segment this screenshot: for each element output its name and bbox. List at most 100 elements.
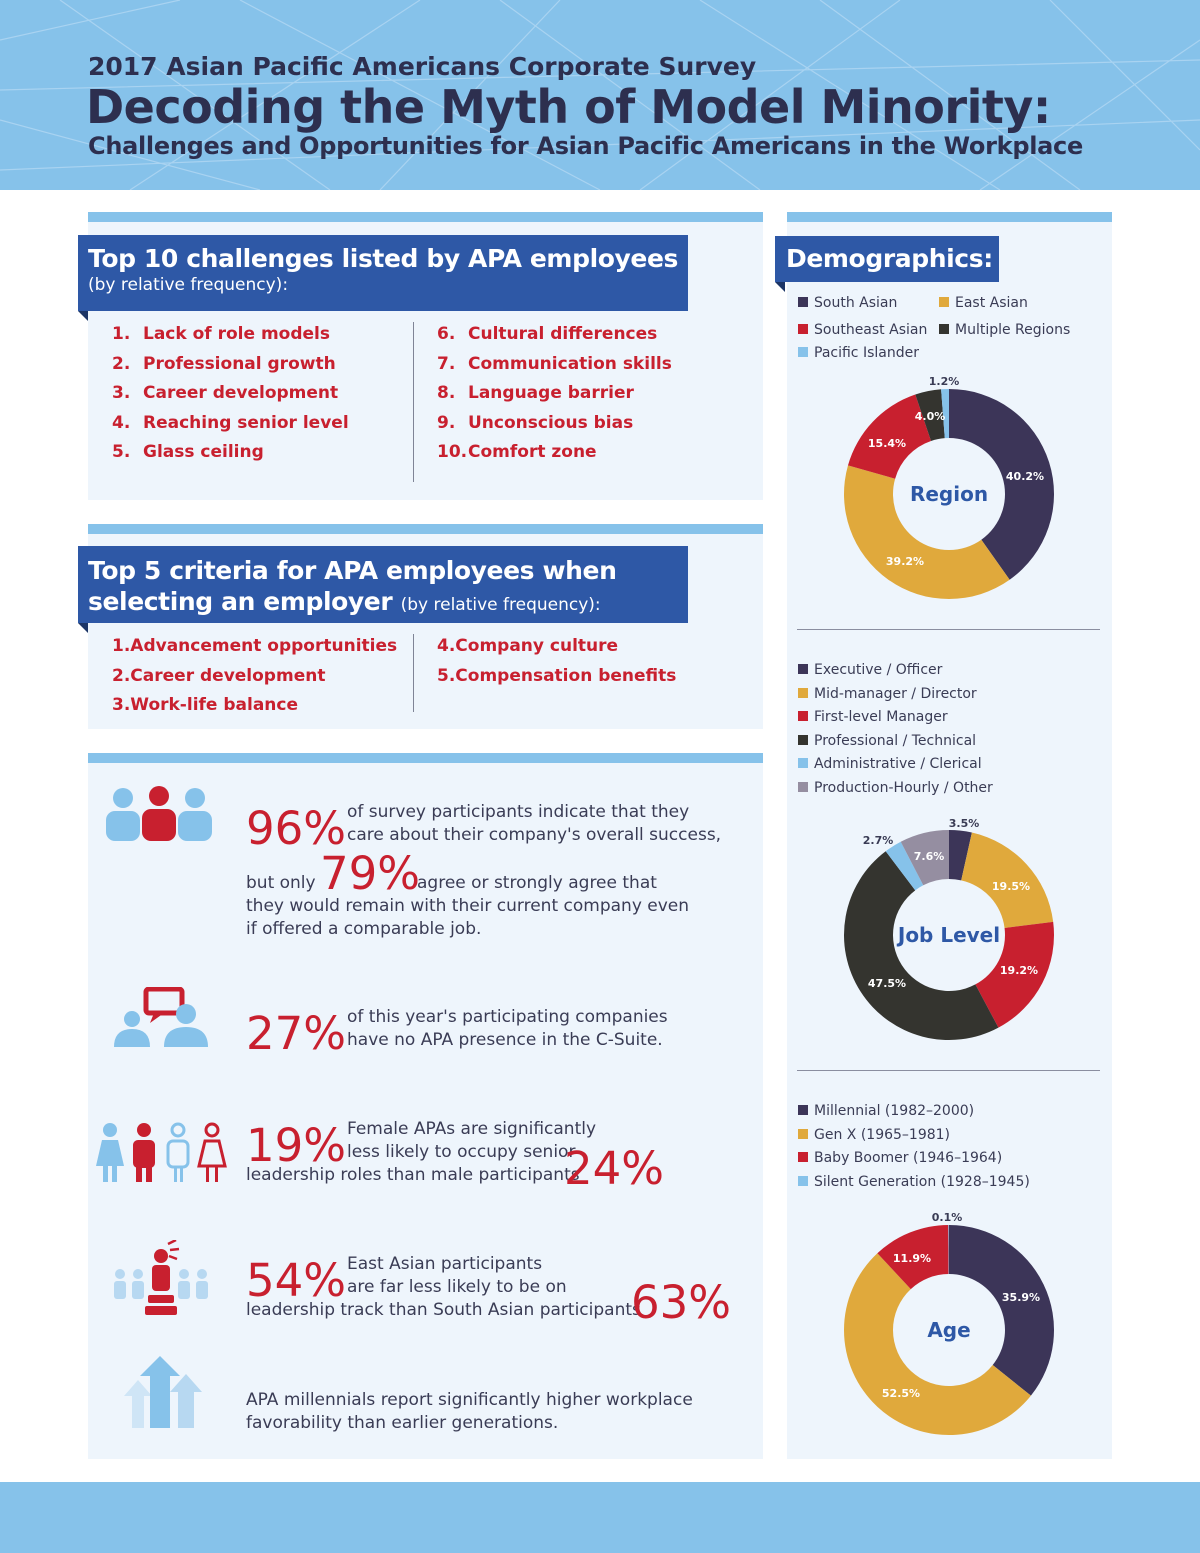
criteria-list-right: 4.Company culture 5.Compensation benefit… (437, 636, 676, 695)
column-divider (413, 634, 414, 712)
legend-entry: East Asian (939, 295, 1028, 319)
donut-title: Age (927, 1318, 970, 1342)
stat-27-pct: 27% (246, 1007, 347, 1060)
legend-entry: South Asian (798, 295, 939, 319)
donut-slice (941, 389, 949, 439)
stat-54-pct: 54% (246, 1254, 347, 1307)
slice-label: 4.0% (915, 410, 946, 423)
legend-entry: Multiple Regions (939, 322, 1070, 346)
stat-text: but only (246, 873, 316, 893)
upward-arrows-icon (124, 1356, 202, 1428)
legend-entry: Millennial (1982–2000) (798, 1103, 1030, 1127)
challenges-title: Top 10 challenges listed by APA employee… (88, 244, 678, 273)
slice-label: 40.2% (1006, 470, 1044, 483)
stat-text: favorability than earlier generations. (246, 1413, 559, 1433)
slice-label: 52.5% (882, 1387, 920, 1400)
donut-slice (949, 389, 1054, 580)
list-item: 3. Career development (112, 383, 339, 403)
stat-text: APA millennials report significantly hig… (246, 1390, 693, 1410)
challenges-list-left: 1. Lack of role models 2. Professional gro… (112, 324, 349, 472)
slice-label: 7.6% (914, 850, 945, 863)
list-item: 10.Comfort zone (437, 442, 597, 462)
list-item: 7. Communication skills (437, 353, 672, 374)
donut-slice (847, 394, 932, 479)
job-level-donut-chart: 3.5% 19.5% 19.2% 47.5% 2.7% 7.6% Job Level (843, 817, 1054, 1041)
banner-fold (78, 311, 88, 321)
challenges-list-right: 6. Cultural differences 7. Communication s… (437, 324, 672, 472)
page-title: Decoding the Myth of Model Minority: (86, 80, 1051, 134)
list-item: 2. Professional growth (112, 353, 336, 374)
stat-text: they would remain with their current com… (246, 896, 690, 916)
stat-79-pct: 79% (320, 847, 421, 900)
donut-title: Job Level (896, 923, 1000, 947)
survey-kicker: 2017 Asian Pacific Americans Corporate S… (88, 52, 757, 81)
donut-slice (844, 465, 1010, 599)
donut-slice (949, 830, 972, 881)
donut-title: Region (910, 482, 988, 506)
legend-entry: Administrative / Clerical (798, 756, 993, 780)
stat-text: of survey participants indicate that the… (347, 802, 690, 822)
gender-figures-icon (96, 1122, 227, 1182)
legend-entry: Professional / Technical (798, 733, 993, 757)
slice-label: 11.9% (893, 1252, 931, 1265)
donut-slice (877, 1225, 949, 1290)
legend-entry: Mid-manager / Director (798, 686, 993, 710)
section-divider (797, 629, 1100, 630)
legend-entry: Silent Generation (1928–1945) (798, 1174, 1030, 1198)
banner-fold (775, 282, 785, 292)
slice-label: 35.9% (1002, 1291, 1040, 1304)
criteria-banner: Top 5 criteria for APA employees when se… (78, 546, 688, 633)
list-item: 8. Language barrier (437, 383, 634, 403)
slice-label: 1.2% (929, 375, 960, 388)
list-item: 1. Lack of role models (112, 324, 330, 344)
slice-label: 3.5% (949, 817, 980, 830)
list-item: 9. Unconscious bias (437, 412, 634, 433)
challenges-subtitle: (by relative frequency): (88, 275, 289, 295)
legend-entry: Southeast Asian (798, 322, 939, 346)
column-divider (413, 322, 414, 482)
donut-slice (900, 830, 949, 886)
donut-slice (961, 832, 1054, 928)
slice-label: 39.2% (886, 555, 924, 568)
stat-24-pct: 24% (564, 1142, 665, 1195)
stat-text: if offered a comparable job. (246, 919, 482, 939)
conversation-icon (114, 987, 208, 1047)
criteria-subtitle: (by relative frequency): (400, 595, 601, 615)
criteria-title: Top 5 criteria for APA employees when se… (88, 556, 617, 616)
slice-label: 0.1% (932, 1211, 963, 1224)
list-item: 1.Advancement opportunities (112, 636, 398, 656)
section-divider (797, 1070, 1100, 1071)
legend-entry: Baby Boomer (1946–1964) (798, 1150, 1030, 1174)
stat-text: are far less likely to be on (347, 1277, 567, 1297)
challenges-banner: Top 10 challenges listed by APA employee… (78, 235, 688, 321)
legend-entry: Gen X (1965–1981) (798, 1127, 1030, 1151)
age-donut-chart: 35.9% 52.5% 11.9% 0.1% Age (844, 1211, 1054, 1435)
donut-slice (844, 1253, 1031, 1435)
stat-96-pct: 96% (246, 802, 347, 855)
criteria-list-left: 1.Advancement opportunities 2.Career dev… (112, 636, 397, 725)
donut-slice (843, 851, 999, 1041)
list-item: 4.Company culture (437, 636, 619, 656)
legend-entry: Executive / Officer (798, 662, 993, 686)
slice-label: 19.5% (992, 880, 1030, 893)
donut-slice (975, 921, 1054, 1028)
header-banner: 2017 Asian Pacific Americans Corporate S… (0, 0, 1200, 190)
stat-19-pct: 19% (246, 1119, 347, 1172)
list-item: 5. Glass ceiling (112, 442, 264, 462)
slice-label: 15.4% (868, 437, 906, 450)
footer-band (0, 1482, 1200, 1553)
donut-slice (948, 1225, 949, 1275)
header-network-pattern (0, 0, 1200, 190)
list-item: 2.Career development (112, 665, 326, 686)
stats-panel (88, 753, 763, 1459)
stat-text: East Asian participants (347, 1254, 543, 1274)
legend-entry: First-level Manager (798, 709, 993, 733)
banner-fold (78, 623, 88, 633)
page-subtitle: Challenges and Opportunities for Asian P… (88, 132, 1083, 160)
stat-text: less likely to occupy senior (347, 1142, 576, 1162)
region-donut-chart: 40.2% 39.2% 15.4% 4.0% 1.2% Region (844, 375, 1054, 599)
stat-text: leadership track than South Asian partic… (246, 1300, 641, 1320)
stat-text: of this year's participating companies (347, 1007, 668, 1027)
stat-text: care about their company's overall succe… (347, 825, 722, 845)
legend-entry: Pacific Islander (798, 345, 1098, 369)
